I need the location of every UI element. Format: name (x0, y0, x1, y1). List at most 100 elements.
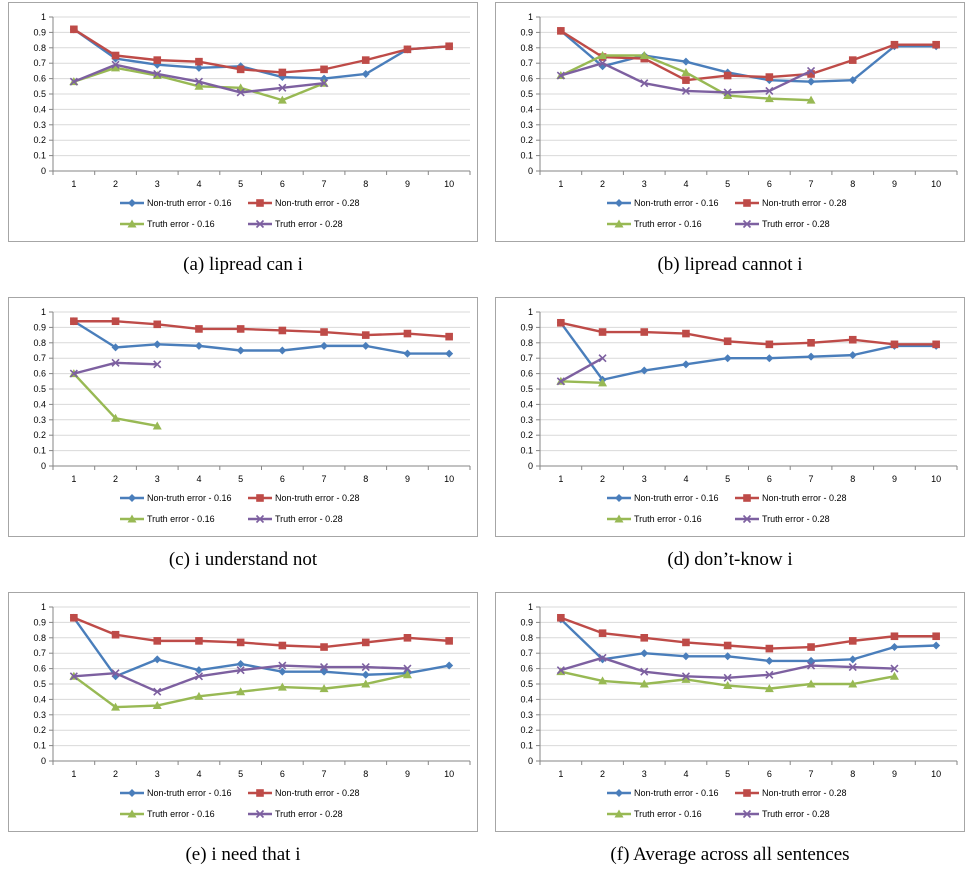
series-line (73, 320, 450, 338)
line-chart: 0 0.1 0.2 0.3 0.4 0.5 0.6 0.7 0.8 0.9 1 1 2 3 4 5 6 7 8 9 10… (495, 2, 965, 242)
legend-entry: Truth error - 0.16 (120, 219, 215, 229)
legend-label: Truth error - 0.16 (147, 514, 215, 524)
data-point (153, 687, 162, 696)
series-4 (556, 653, 899, 682)
chart-panel-5: 0 0.1 0.2 0.3 0.4 0.5 0.6 0.7 0.8 0.9 1 1 2 3 4 5 6 7 8 9 10… (8, 592, 478, 832)
legend-entry: Non-truth error - 0.28 (735, 493, 847, 503)
legend-entry: Non-truth error - 0.28 (248, 493, 360, 503)
y-tick-label: 0 (41, 166, 46, 176)
series-line (560, 321, 937, 346)
data-point (682, 329, 690, 338)
data-point (70, 613, 78, 622)
y-tick-label: 0.8 (520, 43, 533, 53)
series-line (559, 322, 937, 381)
x-tick-label: 1 (71, 179, 76, 189)
legend-entry: Truth error - 0.28 (735, 809, 830, 819)
data-point (153, 69, 162, 79)
y-tick-label: 0.2 (33, 430, 46, 440)
y-tick-label: 0.1 (33, 151, 46, 161)
data-point (278, 68, 287, 77)
data-point (723, 71, 732, 80)
x-tick-label: 1 (558, 179, 563, 189)
data-point (557, 613, 565, 622)
x-tick-label: 10 (444, 474, 454, 484)
legend-entry: Truth error - 0.16 (607, 514, 702, 524)
data-point (152, 421, 162, 430)
data-point (848, 351, 857, 360)
legend-entry: Truth error - 0.28 (735, 219, 830, 229)
data-point (764, 94, 774, 103)
data-point (723, 681, 733, 690)
x-tick-label: 6 (767, 769, 772, 779)
x-tick-label: 2 (600, 179, 605, 189)
data-point (806, 679, 816, 688)
y-tick-label: 0.6 (33, 664, 46, 674)
data-point (153, 320, 162, 329)
data-point (153, 340, 162, 349)
data-point (194, 81, 204, 90)
y-tick-label: 0.4 (33, 399, 46, 409)
y-tick-label: 1 (41, 307, 46, 317)
data-point (932, 340, 940, 349)
y-tick-label: 0.9 (520, 322, 533, 332)
data-point (598, 59, 607, 68)
data-point (848, 56, 857, 64)
data-point (361, 679, 371, 688)
legend-entry: Non-truth error - 0.16 (607, 493, 719, 503)
chart-frame (8, 297, 478, 537)
legend-entry: Non-truth error - 0.28 (248, 198, 360, 208)
x-tick-label: 10 (444, 179, 454, 189)
x-tick-label: 1 (71, 769, 76, 779)
y-tick-label: 0.5 (33, 679, 46, 689)
y-tick-label: 0.7 (520, 353, 533, 363)
data-point (153, 360, 162, 369)
line-chart: 0 0.1 0.2 0.3 0.4 0.5 0.6 0.7 0.8 0.9 1 1 2 3 4 5 6 7 8 9 10… (8, 297, 478, 537)
y-tick-label: 0.2 (33, 135, 46, 145)
data-point (278, 346, 287, 355)
data-point (681, 672, 691, 681)
y-tick-label: 0.6 (33, 74, 46, 84)
x-tick-label: 9 (405, 474, 410, 484)
series-line (73, 320, 450, 355)
data-point (932, 641, 941, 650)
data-point (639, 679, 649, 688)
x-tick-label: 9 (405, 179, 410, 189)
x-tick-label: 8 (363, 769, 368, 779)
legend-entry: Truth error - 0.28 (248, 219, 343, 229)
chart-caption: (d) don’t-know i (667, 549, 793, 570)
x-tick-label: 10 (931, 179, 941, 189)
y-tick-label: 0.2 (520, 135, 533, 145)
data-point (320, 65, 328, 74)
data-point (278, 667, 287, 676)
y-tick-label: 0.8 (33, 338, 46, 348)
y-tick-label: 1 (528, 12, 533, 22)
y-tick-label: 0.3 (33, 120, 46, 130)
data-point (723, 88, 732, 97)
data-point (598, 354, 607, 363)
series-4 (556, 59, 816, 97)
series-2 (557, 318, 940, 349)
data-point (319, 684, 329, 693)
legend-entry: Truth error - 0.16 (120, 514, 215, 524)
legend-label: Non-truth error - 0.16 (147, 788, 232, 798)
x-tick-label: 8 (850, 179, 855, 189)
legend-marker (614, 219, 624, 228)
data-point (195, 325, 203, 333)
y-tick-label: 0.7 (33, 353, 46, 363)
legend-entry: Truth error - 0.28 (735, 514, 830, 524)
data-point (111, 51, 120, 60)
data-point (807, 339, 815, 347)
x-tick-label: 9 (892, 769, 897, 779)
x-tick-label: 7 (809, 179, 814, 189)
data-point (236, 88, 245, 97)
data-point (807, 656, 816, 665)
y-tick-label: 0.3 (520, 120, 533, 130)
data-point (402, 670, 412, 679)
data-point (848, 76, 857, 85)
x-tick-label: 8 (850, 769, 855, 779)
legend-marker (256, 789, 264, 797)
y-tick-label: 0.7 (33, 58, 46, 68)
data-point (640, 328, 649, 336)
data-point (557, 27, 565, 35)
y-tick-label: 0.6 (520, 369, 533, 379)
